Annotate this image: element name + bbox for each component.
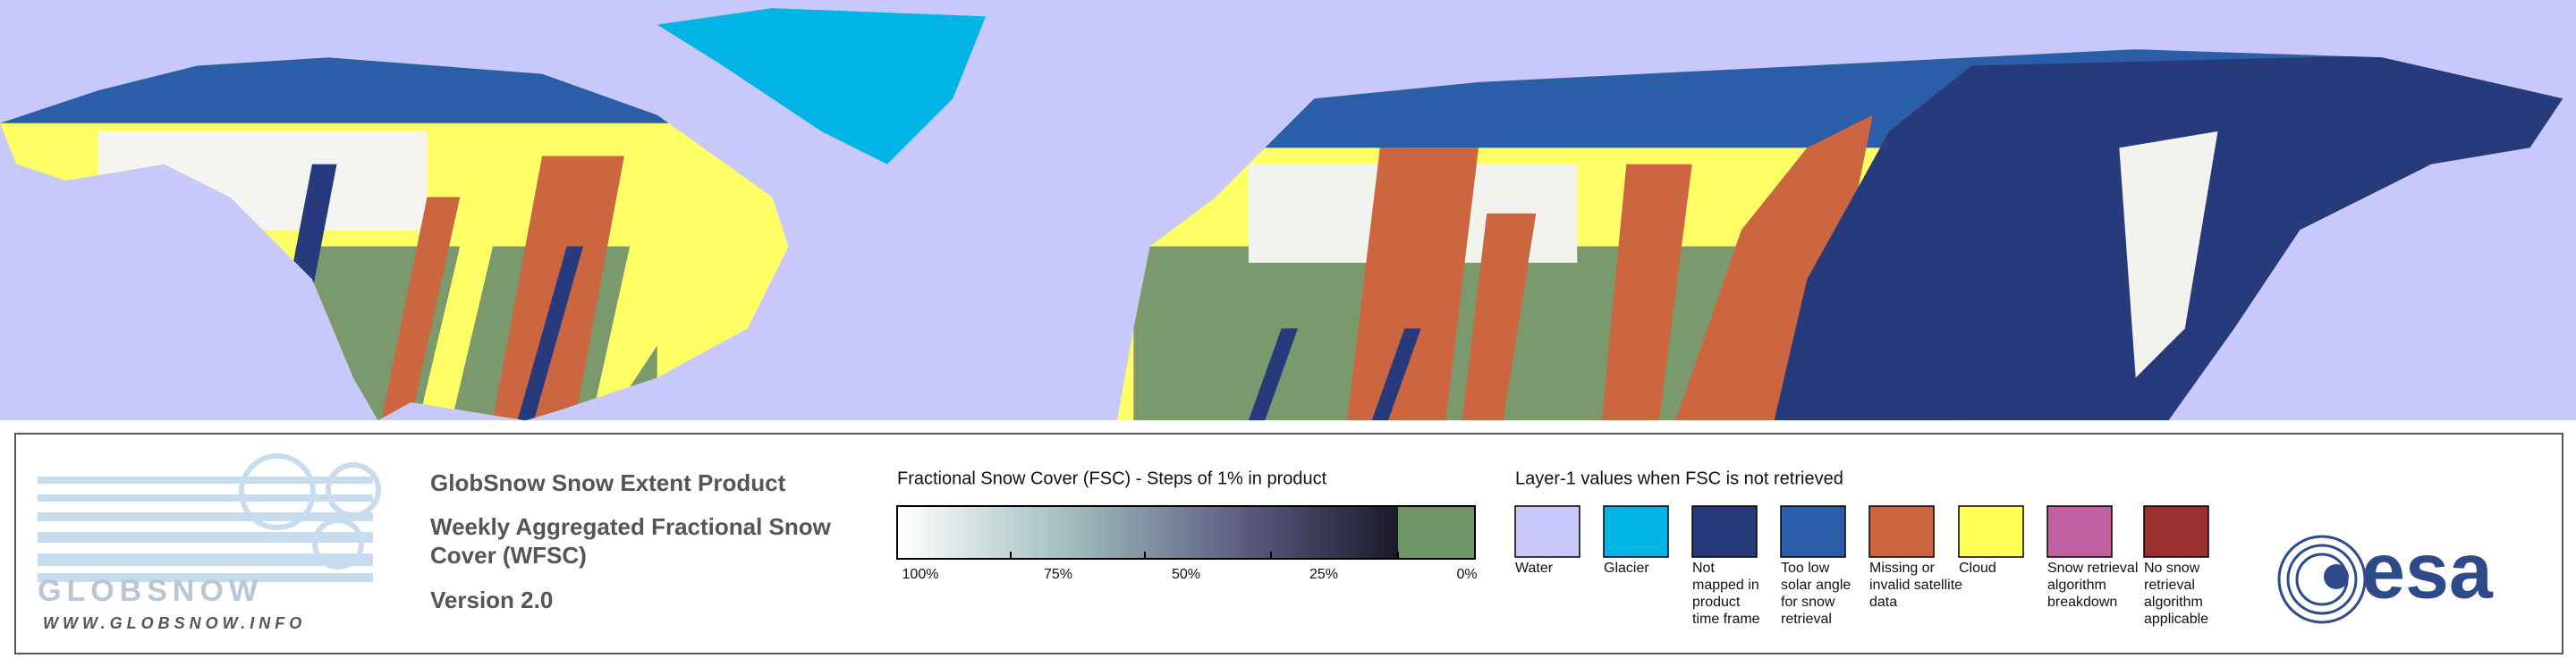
legend-swatch [1780, 505, 1846, 558]
legend-swatch [1603, 505, 1669, 558]
fsc-tick-label: 0% [1456, 567, 1477, 582]
legend-swatch [2046, 505, 2113, 558]
legend-label: Glacier [1604, 561, 1649, 576]
product-subtitle: Weekly Aggregated Fractional Snow [430, 513, 832, 540]
product-info: GlobSnow Snow Extent Product Weekly Aggr… [430, 469, 832, 613]
fsc-legend-title: Fractional Snow Cover (FSC) - Steps of 1… [897, 469, 1327, 488]
legend-label: data [1869, 595, 1897, 610]
layer1-items: Water Glacier Not mapped in product time fram… [1514, 505, 2209, 627]
legend-label: applicable [2144, 612, 2208, 627]
legend-label: Cloud [1959, 561, 1996, 576]
product-title: GlobSnow Snow Extent Product [430, 469, 786, 496]
product-subtitle: Cover (WFSC) [430, 542, 587, 569]
logo-snowflakes [239, 453, 381, 570]
legend-label: for snow [1781, 595, 1835, 610]
esa-emblem [2277, 535, 2367, 624]
legend-swatch [1958, 505, 2024, 558]
legend-label: product [1692, 595, 1741, 610]
legend-label: No snow [2144, 561, 2200, 576]
legend-swatch [1691, 505, 1758, 558]
legend-label: breakdown [2047, 595, 2117, 610]
fsc-tick-label: 25% [1309, 567, 1338, 582]
legend-label: algorithm [2047, 578, 2106, 593]
legend-swatch [2143, 505, 2209, 558]
fsc-colorbar [897, 506, 1398, 559]
legend-label: Too low [1781, 561, 1830, 576]
layer1-legend-title: Layer-1 values when FSC is not retrieved [1515, 469, 1843, 488]
product-version: Version 2.0 [430, 587, 553, 613]
greenland [657, 8, 987, 165]
legend-label: mapped in [1692, 578, 1759, 593]
legend-label: Water [1515, 561, 1554, 576]
esa-wordmark: esa [2361, 526, 2494, 614]
legend-label: Snow retrieval [2047, 561, 2138, 576]
legend-label: algorithm [2144, 595, 2203, 610]
fsc-tick-label: 75% [1044, 567, 1072, 582]
logo-name: GLOBSNOW [38, 574, 263, 608]
legend-label: Not [1692, 561, 1715, 576]
legend-label: Missing or [1869, 561, 1936, 576]
globsnow-logo: GLOBSNOW WWW.GLOBSNOW.INFO [38, 453, 381, 632]
legend-swatch [1514, 505, 1580, 558]
fsc-tick-label: 50% [1172, 567, 1200, 582]
esa-logo: esa [2277, 526, 2494, 624]
layer1-legend: Layer-1 values when FSC is not retrieved… [1514, 469, 2209, 627]
legend-label: retrieval [2144, 578, 2195, 593]
legend-label: solar angle [1781, 578, 1851, 593]
legend-label: invalid satellite [1869, 578, 1962, 593]
legend-swatch [1868, 505, 1935, 558]
north-america [0, 57, 789, 421]
fsc-ticks: 100% 75% 50% 25% 0% [896, 552, 1478, 582]
fsc-colorbar-frame [896, 505, 1476, 560]
fsc-legend: Fractional Snow Cover (FSC) - Steps of 1… [896, 469, 1478, 582]
logo-stripes [38, 477, 373, 582]
legend-label: time frame [1692, 612, 1760, 627]
snow-map [0, 0, 2576, 421]
fsc-tick-label: 100% [902, 567, 939, 582]
logo-url: WWW.GLOBSNOW.INFO [43, 614, 306, 632]
fsc-zero-swatch [1398, 506, 1475, 559]
legend-label: retrieval [1781, 612, 1832, 627]
